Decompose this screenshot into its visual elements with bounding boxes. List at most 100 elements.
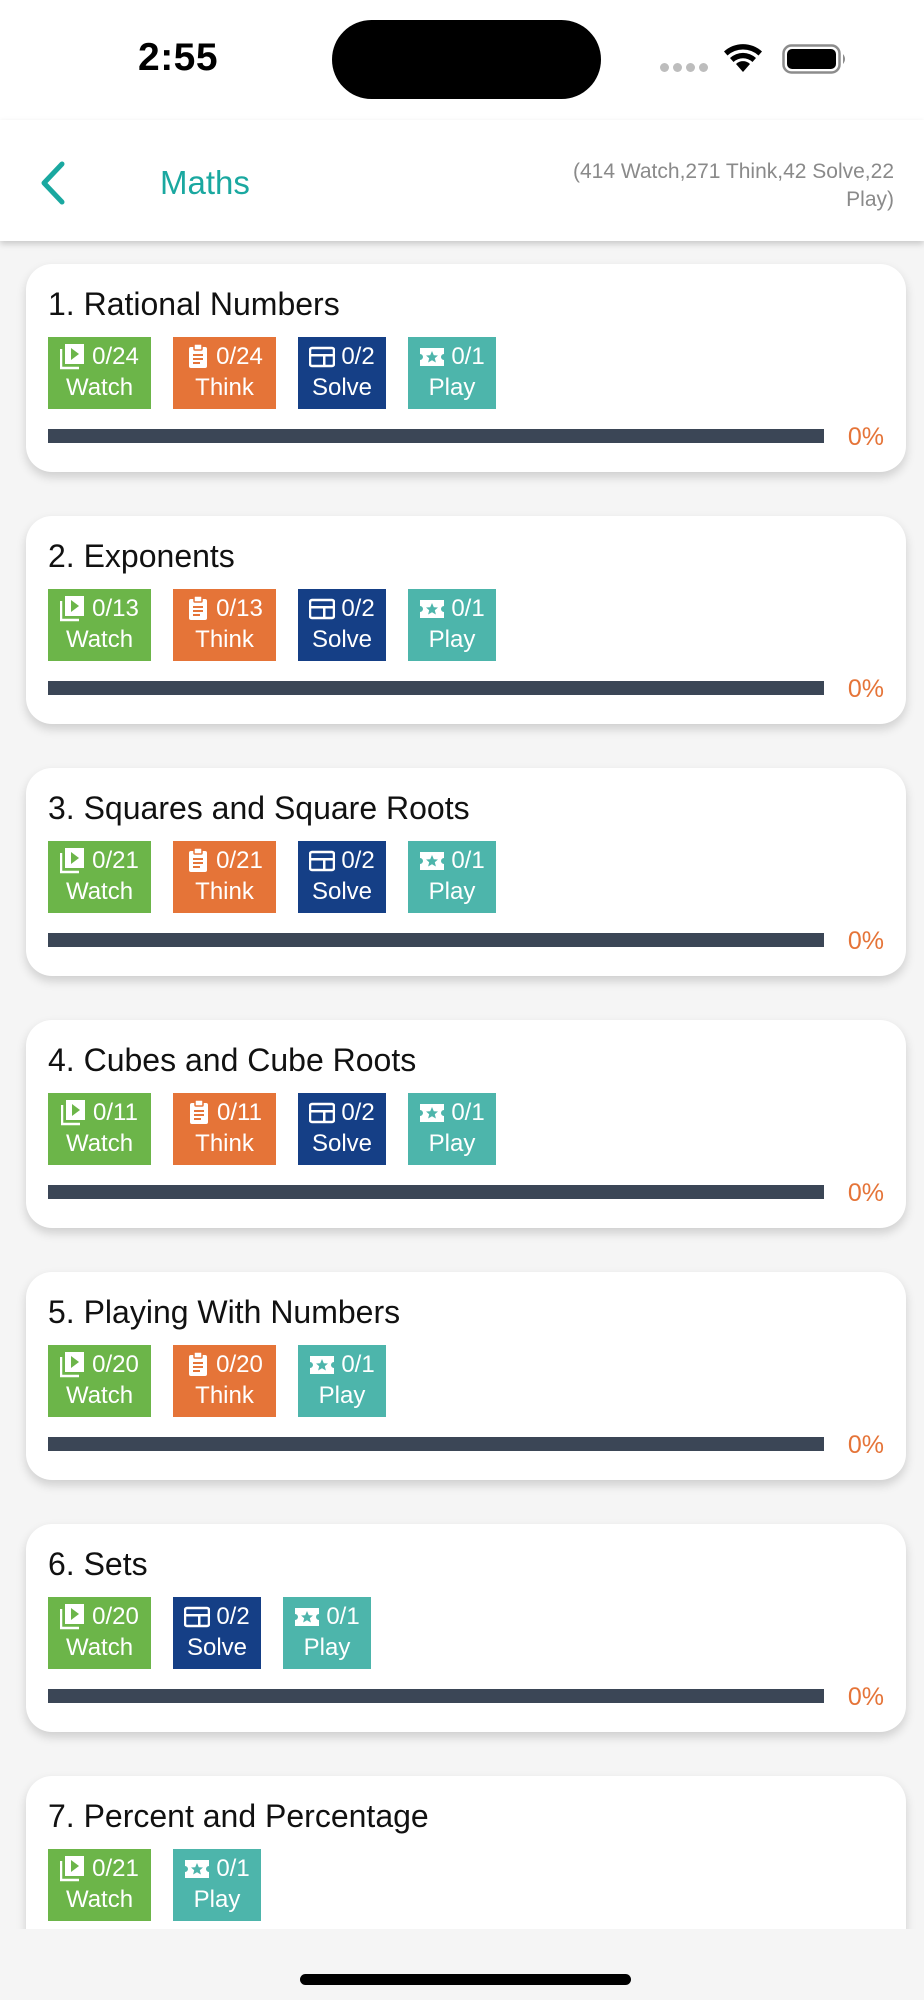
- clipboard-icon: [188, 1352, 208, 1377]
- solve-label: Solve: [186, 1634, 248, 1661]
- progress-bar: [48, 1185, 824, 1199]
- video-icon: [60, 848, 86, 874]
- solve-label: Solve: [311, 878, 373, 905]
- solve-chip[interactable]: 0/2 Solve: [173, 1597, 261, 1669]
- solve-label: Solve: [311, 374, 373, 401]
- chapter-card[interactable]: 3. Squares and Square Roots 0/21 Watch 0…: [26, 768, 906, 976]
- think-count: 0/24: [216, 343, 263, 370]
- chapter-card[interactable]: 1. Rational Numbers 0/24 Watch 0/24 Thin…: [26, 264, 906, 472]
- think-count: 0/13: [216, 595, 263, 622]
- think-label: Think: [195, 626, 254, 653]
- video-icon: [60, 1856, 86, 1882]
- home-indicator-area: [0, 1929, 924, 2000]
- watch-count: 0/11: [93, 1099, 138, 1126]
- worksheet-icon: [309, 598, 336, 620]
- think-chip[interactable]: 0/11 Think: [173, 1093, 276, 1165]
- think-label: Think: [195, 1130, 254, 1157]
- solve-count: 0/2: [341, 847, 375, 874]
- play-label: Play: [193, 1886, 241, 1913]
- watch-chip[interactable]: 0/24 Watch: [48, 337, 151, 409]
- ticket-star-icon: [310, 1356, 335, 1374]
- play-count: 0/1: [341, 1351, 375, 1378]
- watch-label: Watch: [65, 374, 134, 401]
- think-chip[interactable]: 0/13 Think: [173, 589, 276, 661]
- watch-count: 0/21: [92, 1855, 139, 1882]
- solve-chip[interactable]: 0/2 Solve: [298, 1093, 386, 1165]
- watch-count: 0/20: [92, 1603, 139, 1630]
- video-icon: [60, 1604, 86, 1630]
- watch-label: Watch: [65, 1634, 134, 1661]
- worksheet-icon: [184, 1606, 211, 1628]
- think-chip[interactable]: 0/21 Think: [173, 841, 276, 913]
- ticket-star-icon: [295, 1608, 320, 1626]
- clipboard-icon: [188, 596, 208, 621]
- play-label: Play: [428, 1130, 476, 1157]
- play-chip[interactable]: 0/1 Play: [408, 1093, 496, 1165]
- play-count: 0/1: [451, 343, 485, 370]
- play-count: 0/1: [216, 1855, 250, 1882]
- play-chip[interactable]: 0/1 Play: [298, 1345, 386, 1417]
- watch-chip[interactable]: 0/20 Watch: [48, 1597, 151, 1669]
- progress-percent: 0%: [847, 1683, 884, 1711]
- think-chip[interactable]: 0/24 Think: [173, 337, 276, 409]
- play-chip[interactable]: 0/1 Play: [408, 337, 496, 409]
- play-chip[interactable]: 0/1 Play: [408, 589, 496, 661]
- think-count: 0/21: [216, 847, 263, 874]
- solve-count: 0/2: [341, 595, 375, 622]
- chapter-card[interactable]: 4. Cubes and Cube Roots 0/11 Watch 0/11 …: [26, 1020, 906, 1228]
- chapter-list[interactable]: 1. Rational Numbers 0/24 Watch 0/24 Thin…: [4, 241, 920, 1929]
- think-chip[interactable]: 0/20 Think: [173, 1345, 276, 1417]
- watch-chip[interactable]: 0/13 Watch: [48, 589, 151, 661]
- think-label: Think: [195, 1382, 254, 1409]
- wifi-icon: [724, 44, 762, 72]
- play-chip[interactable]: 0/1 Play: [173, 1849, 261, 1921]
- play-count: 0/1: [451, 1099, 485, 1126]
- cellular-signal-icon: [660, 63, 708, 72]
- progress-bar: [48, 1437, 824, 1451]
- chapter-activity-chips: 0/13 Watch 0/13 Think 0/2 Solve 0/1 Play: [48, 589, 518, 661]
- watch-chip[interactable]: 0/21 Watch: [48, 841, 151, 913]
- play-count: 0/1: [326, 1603, 360, 1630]
- chapter-card[interactable]: 2. Exponents 0/13 Watch 0/13 Think 0/2 S…: [26, 516, 906, 724]
- watch-label: Watch: [65, 1886, 134, 1913]
- solve-chip[interactable]: 0/2 Solve: [298, 337, 386, 409]
- worksheet-icon: [309, 850, 336, 872]
- chapter-title: 2. Exponents: [48, 538, 235, 574]
- chapter-title: 3. Squares and Square Roots: [48, 790, 470, 826]
- chapter-title: 1. Rational Numbers: [48, 286, 340, 322]
- solve-chip[interactable]: 0/2 Solve: [298, 841, 386, 913]
- ticket-star-icon: [185, 1860, 210, 1878]
- solve-count: 0/2: [341, 1099, 375, 1126]
- chapter-card[interactable]: 7. Percent and Percentage 0/21 Watch 0/1…: [26, 1776, 906, 1929]
- worksheet-icon: [309, 1102, 336, 1124]
- chapter-card[interactable]: 6. Sets 0/20 Watch 0/2 Solve 0/1 Play 0%: [26, 1524, 906, 1732]
- progress-bar: [48, 681, 824, 695]
- progress-percent: 0%: [847, 1179, 884, 1207]
- watch-chip[interactable]: 0/11 Watch: [48, 1093, 151, 1165]
- home-indicator[interactable]: [300, 1974, 631, 1985]
- chapter-title: 4. Cubes and Cube Roots: [48, 1042, 417, 1078]
- watch-label: Watch: [65, 626, 134, 653]
- clipboard-icon: [188, 848, 208, 873]
- solve-label: Solve: [311, 1130, 373, 1157]
- watch-chip[interactable]: 0/21 Watch: [48, 1849, 151, 1921]
- play-count: 0/1: [451, 595, 485, 622]
- chapter-card[interactable]: 5. Playing With Numbers 0/20 Watch 0/20 …: [26, 1272, 906, 1480]
- solve-chip[interactable]: 0/2 Solve: [298, 589, 386, 661]
- chapter-activity-chips: 0/21 Watch 0/21 Think 0/2 Solve 0/1 Play: [48, 841, 518, 913]
- clipboard-icon: [188, 344, 208, 369]
- watch-count: 0/24: [92, 343, 139, 370]
- watch-chip[interactable]: 0/20 Watch: [48, 1345, 151, 1417]
- solve-count: 0/2: [216, 1603, 250, 1630]
- back-chevron-icon[interactable]: [34, 160, 74, 206]
- ticket-star-icon: [420, 1104, 445, 1122]
- think-label: Think: [195, 878, 254, 905]
- status-time: 2:55: [138, 36, 219, 79]
- chapter-activity-chips: 0/11 Watch 0/11 Think 0/2 Solve 0/1 Play: [48, 1093, 518, 1165]
- watch-label: Watch: [65, 878, 134, 905]
- play-chip[interactable]: 0/1 Play: [283, 1597, 371, 1669]
- chapter-activity-chips: 0/20 Watch 0/2 Solve 0/1 Play: [48, 1597, 393, 1669]
- play-chip[interactable]: 0/1 Play: [408, 841, 496, 913]
- chapter-activity-chips: 0/24 Watch 0/24 Think 0/2 Solve 0/1 Play: [48, 337, 518, 409]
- chapter-activity-chips: 0/21 Watch 0/1 Play: [48, 1849, 283, 1921]
